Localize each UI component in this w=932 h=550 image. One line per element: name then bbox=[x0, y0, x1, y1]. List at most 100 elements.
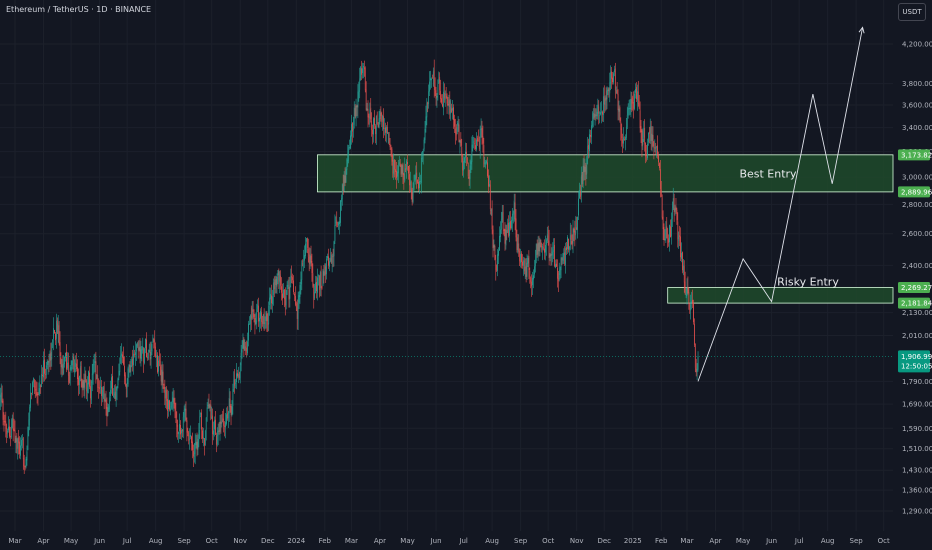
candle bbox=[302, 259, 304, 267]
candle bbox=[176, 411, 178, 438]
candle bbox=[497, 249, 498, 277]
candle bbox=[57, 314, 59, 344]
candle bbox=[534, 259, 535, 279]
candle bbox=[56, 317, 58, 334]
candles bbox=[0, 59, 699, 475]
candle bbox=[45, 361, 47, 379]
candle bbox=[537, 236, 539, 261]
level-badge: 2,889.96 bbox=[898, 186, 932, 198]
candle bbox=[508, 215, 510, 238]
candle bbox=[299, 282, 301, 304]
candle bbox=[276, 273, 278, 295]
candle bbox=[367, 100, 369, 128]
candle bbox=[365, 81, 367, 112]
candle bbox=[566, 242, 567, 255]
candle bbox=[213, 421, 214, 441]
candle bbox=[653, 141, 655, 160]
candle bbox=[185, 401, 187, 422]
candle bbox=[675, 197, 677, 214]
candle bbox=[370, 98, 372, 123]
candle bbox=[609, 72, 611, 103]
candle bbox=[122, 351, 123, 364]
candle bbox=[477, 135, 478, 146]
candle bbox=[623, 127, 624, 149]
candle bbox=[458, 118, 460, 143]
candle bbox=[174, 397, 176, 419]
candle bbox=[295, 286, 296, 307]
risky-entry-zone[interactable] bbox=[667, 287, 894, 304]
candle bbox=[240, 344, 242, 372]
candle bbox=[257, 299, 259, 313]
candle bbox=[92, 359, 94, 385]
candle bbox=[485, 160, 487, 169]
candle bbox=[168, 390, 169, 417]
candle bbox=[589, 129, 590, 158]
candle bbox=[560, 253, 562, 279]
candle bbox=[269, 287, 270, 316]
candle bbox=[637, 80, 639, 107]
candle bbox=[58, 321, 60, 346]
candle bbox=[564, 246, 566, 266]
candle bbox=[373, 117, 374, 143]
candle bbox=[651, 125, 653, 152]
candle bbox=[211, 406, 213, 420]
candle bbox=[405, 163, 407, 173]
candle bbox=[100, 376, 101, 394]
candle bbox=[14, 420, 16, 444]
x-tick-label: Mar bbox=[680, 537, 693, 545]
candle bbox=[686, 278, 688, 305]
candle bbox=[117, 377, 119, 389]
candle bbox=[339, 216, 340, 235]
candle bbox=[478, 136, 480, 152]
candle bbox=[156, 349, 157, 368]
candle bbox=[416, 162, 418, 189]
candle bbox=[642, 128, 644, 151]
candle bbox=[238, 366, 239, 384]
candle bbox=[311, 253, 313, 282]
candle bbox=[595, 108, 597, 121]
time-axis[interactable]: Mar Apr May Jun Jul Aug Sep Oct Nov Dec 2024 Feb Mar… bbox=[8, 537, 890, 545]
candle bbox=[637, 84, 638, 111]
candle bbox=[153, 338, 155, 349]
candle bbox=[570, 224, 572, 245]
candle bbox=[306, 237, 308, 254]
price-axis[interactable]: 1,290.00 1,360.00 1,430.00 1,510.00 1,590.00… bbox=[902, 41, 932, 516]
candle bbox=[372, 124, 373, 145]
x-tick-label: Apr bbox=[374, 537, 386, 545]
candle bbox=[368, 113, 370, 125]
candle bbox=[127, 366, 129, 387]
candle bbox=[258, 297, 259, 327]
candle bbox=[130, 359, 132, 377]
candle bbox=[214, 416, 215, 437]
x-tick-label: Jul bbox=[122, 537, 132, 545]
candle bbox=[227, 410, 229, 428]
currency-selector[interactable]: USDT bbox=[898, 3, 926, 21]
risky-entry-zone-box[interactable] bbox=[667, 287, 894, 304]
candle bbox=[515, 209, 517, 242]
candle bbox=[10, 418, 12, 439]
candle bbox=[50, 342, 52, 370]
candle bbox=[542, 243, 544, 261]
candle bbox=[577, 216, 578, 239]
projection-path[interactable] bbox=[697, 27, 864, 382]
candle bbox=[482, 125, 484, 153]
candle bbox=[5, 411, 7, 438]
candle bbox=[295, 301, 297, 312]
candle bbox=[532, 271, 533, 295]
candle bbox=[524, 258, 526, 280]
candle bbox=[162, 364, 164, 389]
candle bbox=[60, 352, 62, 375]
candle bbox=[613, 71, 614, 85]
candle bbox=[394, 159, 396, 178]
candle bbox=[509, 211, 510, 243]
candle bbox=[413, 174, 415, 193]
candle bbox=[597, 98, 599, 120]
candle bbox=[217, 423, 219, 446]
candle bbox=[646, 144, 647, 162]
x-tick-label: Oct bbox=[206, 537, 218, 545]
candle bbox=[662, 210, 664, 240]
candle bbox=[252, 300, 254, 319]
candle bbox=[530, 276, 532, 289]
candle bbox=[220, 414, 222, 434]
